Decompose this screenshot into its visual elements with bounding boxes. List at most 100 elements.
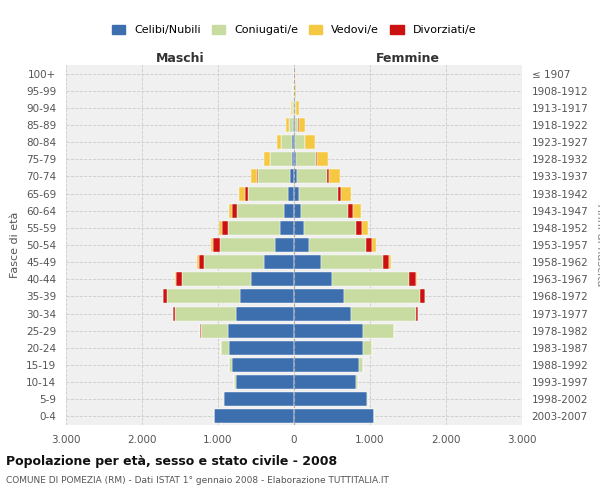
Bar (275, 238, 294, 252)
Bar (211, 238, 214, 252)
Bar (251, 272, 294, 286)
Bar (332, 272, 409, 286)
Bar (182, 272, 251, 286)
Bar (223, 392, 224, 406)
Bar (304, 221, 356, 235)
Bar (367, 392, 368, 406)
Bar (281, 135, 292, 149)
Bar (229, 341, 294, 355)
Bar (251, 170, 257, 183)
Bar (366, 238, 372, 252)
Bar (296, 101, 299, 115)
Bar (294, 375, 356, 389)
Bar (221, 341, 229, 355)
Bar (265, 152, 269, 166)
Bar (420, 290, 425, 304)
Bar (291, 101, 292, 115)
Bar (271, 152, 292, 166)
Bar (286, 118, 289, 132)
Bar (305, 135, 314, 149)
Bar (341, 186, 351, 200)
Bar (294, 221, 304, 235)
Bar (289, 118, 293, 132)
Bar (294, 118, 295, 132)
Bar (258, 170, 290, 183)
Bar (245, 186, 248, 200)
Bar (200, 324, 201, 338)
Bar (359, 358, 363, 372)
Bar (248, 186, 288, 200)
Bar (356, 375, 358, 389)
Bar (362, 221, 368, 235)
Bar (269, 152, 271, 166)
Bar (224, 392, 294, 406)
Bar (316, 152, 317, 166)
Bar (327, 170, 329, 183)
Bar (363, 324, 394, 338)
Bar (294, 306, 352, 320)
Bar (277, 135, 281, 149)
Bar (296, 170, 327, 183)
Bar (232, 204, 237, 218)
Bar (288, 186, 294, 200)
Bar (232, 358, 294, 372)
Y-axis label: Fasce di età: Fasce di età (10, 212, 20, 278)
Bar (175, 272, 176, 286)
Bar (372, 238, 376, 252)
Bar (290, 170, 294, 183)
Bar (257, 170, 258, 183)
Text: Femmine: Femmine (376, 52, 440, 65)
Bar (344, 290, 420, 304)
Bar (416, 306, 418, 320)
Bar (229, 358, 232, 372)
Bar (294, 324, 363, 338)
Bar (228, 324, 294, 338)
Bar (167, 290, 240, 304)
Bar (228, 221, 280, 235)
Bar (317, 152, 328, 166)
Bar (214, 410, 294, 424)
Bar (294, 186, 299, 200)
Bar (294, 135, 295, 149)
Bar (292, 135, 294, 149)
Bar (229, 204, 232, 218)
Bar (240, 290, 294, 304)
Bar (294, 290, 344, 304)
Bar (383, 255, 389, 269)
Bar (173, 306, 175, 320)
Bar (197, 255, 199, 269)
Bar (329, 170, 340, 183)
Bar (356, 221, 362, 235)
Bar (219, 221, 222, 235)
Text: COMUNE DI POMEZIA (RM) - Dati ISTAT 1° gennaio 2008 - Elaborazione TUTTITALIA.IT: COMUNE DI POMEZIA (RM) - Dati ISTAT 1° g… (6, 476, 389, 485)
Text: Popolazione per età, sesso e stato civile - 2008: Popolazione per età, sesso e stato civil… (6, 455, 337, 468)
Bar (353, 204, 361, 218)
Bar (295, 101, 296, 115)
Bar (214, 238, 220, 252)
Bar (294, 272, 332, 286)
Bar (292, 101, 293, 115)
Legend: Celibi/Nubili, Coniugati/e, Vedovi/e, Divorziati/e: Celibi/Nubili, Coniugati/e, Vedovi/e, Di… (107, 20, 481, 40)
Bar (176, 272, 182, 286)
Bar (301, 204, 349, 218)
Bar (294, 341, 363, 355)
Bar (234, 375, 236, 389)
Bar (292, 152, 294, 166)
Bar (409, 272, 416, 286)
Bar (280, 221, 294, 235)
Bar (263, 255, 294, 269)
Bar (295, 118, 298, 132)
Bar (175, 306, 236, 320)
Bar (338, 186, 341, 200)
Bar (295, 84, 296, 98)
Bar (236, 306, 294, 320)
Text: Maschi: Maschi (155, 52, 205, 65)
Bar (294, 410, 374, 424)
Bar (294, 255, 320, 269)
Bar (294, 392, 367, 406)
Bar (236, 375, 294, 389)
Bar (294, 152, 296, 166)
Bar (293, 118, 294, 132)
Bar (296, 152, 316, 166)
Bar (349, 204, 353, 218)
